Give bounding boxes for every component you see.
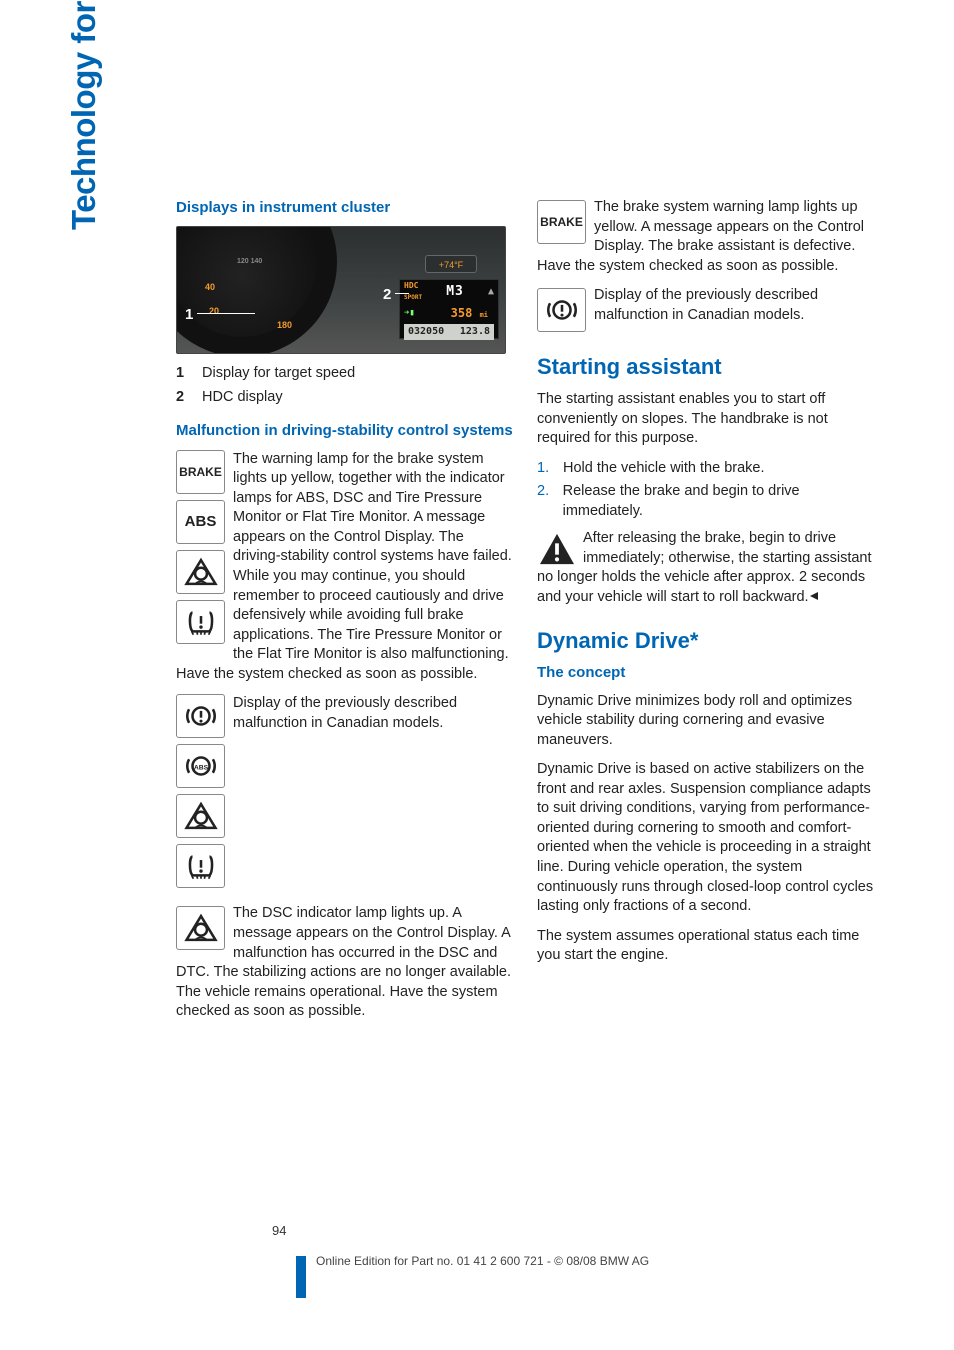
heading-dynamic-drive: Dynamic Drive*	[537, 626, 876, 656]
footer-text: Online Edition for Part no. 01 41 2 600 …	[316, 1254, 649, 1268]
brake-text-icon: BRAKE	[176, 450, 225, 494]
content-area: Displays in instrument cluster 20 40 180…	[176, 198, 876, 1032]
vertical-section-label: Technology for comfort, convenience and …	[65, 0, 103, 230]
brake-circle-icon	[537, 288, 586, 332]
abs-circle-icon: ABS	[176, 744, 225, 788]
warning-text: After releasing the brake, begin to driv…	[537, 530, 872, 605]
dsc-triangle-icon	[176, 550, 225, 594]
page: Technology for comfort, convenience and …	[0, 0, 954, 1350]
callout-line	[197, 313, 255, 314]
procedure-list: 1.Hold the vehicle with the brake. 2.Rel…	[537, 459, 876, 522]
brake-text-icon: BRAKE	[537, 200, 586, 244]
malfunction-paragraph: BRAKE ABS The warning lamp for the brake…	[176, 450, 515, 685]
list-item: 2HDC display	[176, 388, 515, 408]
concept-paragraph: Dynamic Drive minimizes body roll and op…	[537, 692, 876, 751]
canadian-note-text: Display of the previously described malf…	[233, 695, 457, 731]
gauge-tick: 180	[277, 319, 292, 331]
gauge-tick: 20	[209, 305, 219, 317]
lcd-odometer: 032050123.8	[404, 324, 494, 340]
brake-warning-paragraph: BRAKE The brake system warning lamp ligh…	[537, 198, 876, 276]
callout-legend: 1Display for target speed 2HDC display	[176, 364, 515, 407]
canadian-icon-stack: ABS	[176, 694, 227, 894]
page-number: 94	[272, 1223, 286, 1238]
right-column: BRAKE The brake system warning lamp ligh…	[537, 198, 876, 1032]
dsc-triangle-icon	[176, 794, 225, 838]
dsc-text: The DSC indicator lamp lights up. A mess…	[176, 905, 511, 1019]
heading-displays: Displays in instrument cluster	[176, 198, 515, 218]
list-item: 2.Release the brake and begin to drive i…	[537, 482, 876, 521]
lcd-display: HDCSPORT M3 ▲ ➔▮ 358 mi 032050123.8	[399, 279, 499, 339]
callout-2: 2	[383, 285, 391, 305]
brake-circle-icon	[176, 694, 225, 738]
heading-malfunction: Malfunction in driving-stability control…	[176, 421, 515, 441]
callout-line	[395, 293, 409, 294]
canadian-note-block: ABS Display of the previously described …	[176, 694, 515, 894]
gauge-tick: 120 140	[237, 257, 262, 266]
canadian-note-text: Display of the previously described malf…	[594, 287, 818, 323]
concept-paragraph: Dynamic Drive is based on active stabili…	[537, 760, 876, 917]
lcd-up-icon: ▲	[488, 285, 494, 299]
instrument-cluster-image: 20 40 180 120 140 +74°F HDCSPORT M3 ▲ ➔▮…	[176, 226, 506, 354]
speedometer-gauge: 20 40 180 120 140	[176, 226, 337, 354]
heading-starting-assistant: Starting assistant	[537, 352, 876, 382]
list-item: 1.Hold the vehicle with the brake.	[537, 459, 876, 479]
heading-concept: The concept	[537, 663, 876, 683]
svg-text:ABS: ABS	[193, 765, 208, 772]
tire-pressure-icon	[176, 844, 225, 888]
concept-paragraph: The system assumes operational status ea…	[537, 927, 876, 966]
tire-pressure-icon	[176, 600, 225, 644]
warning-paragraph: After releasing the brake, begin to driv…	[537, 529, 876, 607]
left-column: Displays in instrument cluster 20 40 180…	[176, 198, 515, 1032]
lcd-range: 358 mi	[451, 305, 494, 321]
canadian-note-block: Display of the previously described malf…	[537, 286, 876, 334]
abs-text-icon: ABS	[176, 500, 225, 544]
end-marker-icon	[809, 588, 819, 608]
lcd-gear: M3	[446, 283, 464, 301]
page-accent-bar	[296, 1256, 306, 1298]
lcd-arrow-icon: ➔▮	[404, 307, 415, 319]
dsc-triangle-icon	[176, 906, 225, 950]
lcd-hdc-label: HDCSPORT	[404, 281, 422, 303]
warning-icon-stack: BRAKE ABS	[176, 450, 227, 650]
gauge-tick: 40	[205, 281, 215, 293]
callout-1: 1	[185, 305, 193, 325]
list-item: 1Display for target speed	[176, 364, 515, 384]
warning-triangle-icon	[537, 531, 577, 567]
dsc-paragraph: The DSC indicator lamp lights up. A mess…	[176, 904, 515, 1021]
brake-warning-text: The brake system warning lamp lights up …	[537, 199, 864, 274]
temp-readout: +74°F	[425, 255, 477, 273]
starting-intro: The starting assistant enables you to st…	[537, 390, 876, 449]
